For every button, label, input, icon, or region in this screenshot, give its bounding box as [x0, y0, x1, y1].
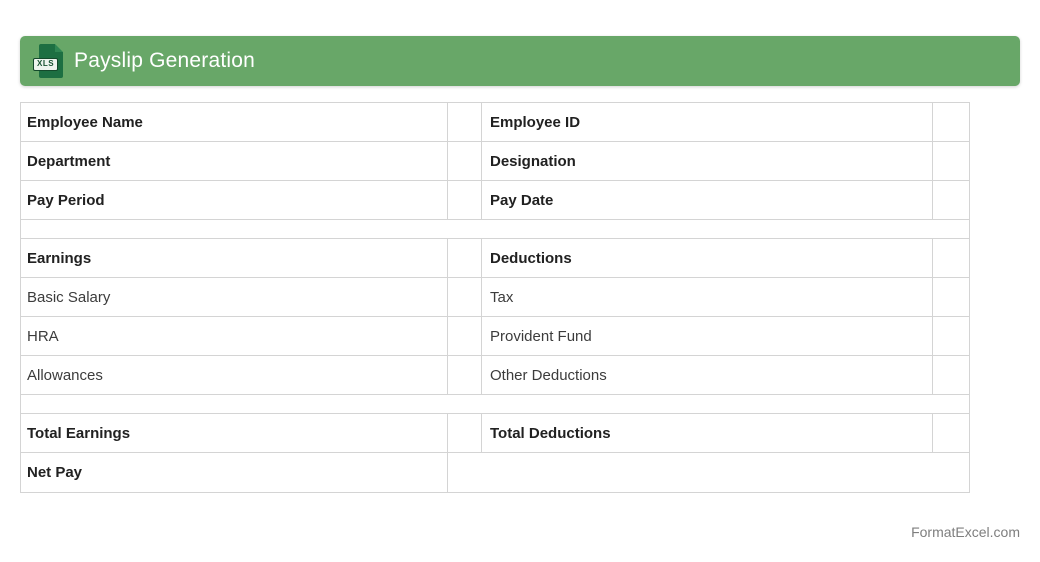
label-earnings: Earnings — [20, 238, 448, 278]
value-cell-other-deductions — [932, 355, 970, 395]
page-title: Payslip Generation — [74, 49, 256, 72]
table-row-section-headers: Earnings Deductions — [20, 238, 970, 278]
value-cell-total-earnings — [447, 413, 482, 453]
value-cell-earnings-header — [447, 238, 482, 278]
label-provident-fund: Provident Fund — [481, 316, 933, 356]
value-cell-designation — [932, 141, 970, 181]
value-cell-employee-name — [447, 102, 482, 142]
value-cell-provident-fund — [932, 316, 970, 356]
label-employee-name: Employee Name — [20, 102, 448, 142]
label-pay-date: Pay Date — [481, 180, 933, 220]
spacer-cell — [20, 219, 970, 239]
value-cell-allowances — [447, 355, 482, 395]
spacer-row — [20, 394, 970, 414]
label-total-earnings: Total Earnings — [20, 413, 448, 453]
label-designation: Designation — [481, 141, 933, 181]
label-allowances: Allowances — [20, 355, 448, 395]
payslip-table: Employee Name Employee ID Department Des… — [20, 102, 970, 493]
label-basic-salary: Basic Salary — [20, 277, 448, 317]
value-cell-tax — [932, 277, 970, 317]
value-cell-pay-period — [447, 180, 482, 220]
table-row-pay-period: Pay Period Pay Date — [20, 180, 970, 220]
page-header: XLS Payslip Generation — [20, 36, 1020, 86]
table-row-allowances-other-deductions: Allowances Other Deductions — [20, 355, 970, 395]
xls-file-icon: XLS — [33, 44, 63, 78]
xls-badge-label: XLS — [33, 58, 59, 71]
label-tax: Tax — [481, 277, 933, 317]
spacer-cell — [20, 394, 970, 414]
value-cell-department — [447, 141, 482, 181]
spacer-row — [20, 219, 970, 239]
table-row-department: Department Designation — [20, 141, 970, 181]
table-row-hra-provident-fund: HRA Provident Fund — [20, 316, 970, 356]
table-row-basic-salary-tax: Basic Salary Tax — [20, 277, 970, 317]
label-department: Department — [20, 141, 448, 181]
value-cell-hra — [447, 316, 482, 356]
table-row-employee-name: Employee Name Employee ID — [20, 102, 970, 142]
table-row-net-pay: Net Pay — [20, 452, 970, 493]
value-cell-pay-date — [932, 180, 970, 220]
value-cell-employee-id — [932, 102, 970, 142]
footer-credit-link[interactable]: FormatExcel.com — [911, 524, 1020, 540]
value-cell-deductions-header — [932, 238, 970, 278]
value-cell-basic-salary — [447, 277, 482, 317]
value-cell-net-pay — [447, 452, 970, 493]
label-employee-id: Employee ID — [481, 102, 933, 142]
label-total-deductions: Total Deductions — [481, 413, 933, 453]
table-row-totals: Total Earnings Total Deductions — [20, 413, 970, 453]
label-other-deductions: Other Deductions — [481, 355, 933, 395]
label-deductions: Deductions — [481, 238, 933, 278]
label-net-pay: Net Pay — [20, 452, 448, 493]
value-cell-total-deductions — [932, 413, 970, 453]
label-hra: HRA — [20, 316, 448, 356]
label-pay-period: Pay Period — [20, 180, 448, 220]
